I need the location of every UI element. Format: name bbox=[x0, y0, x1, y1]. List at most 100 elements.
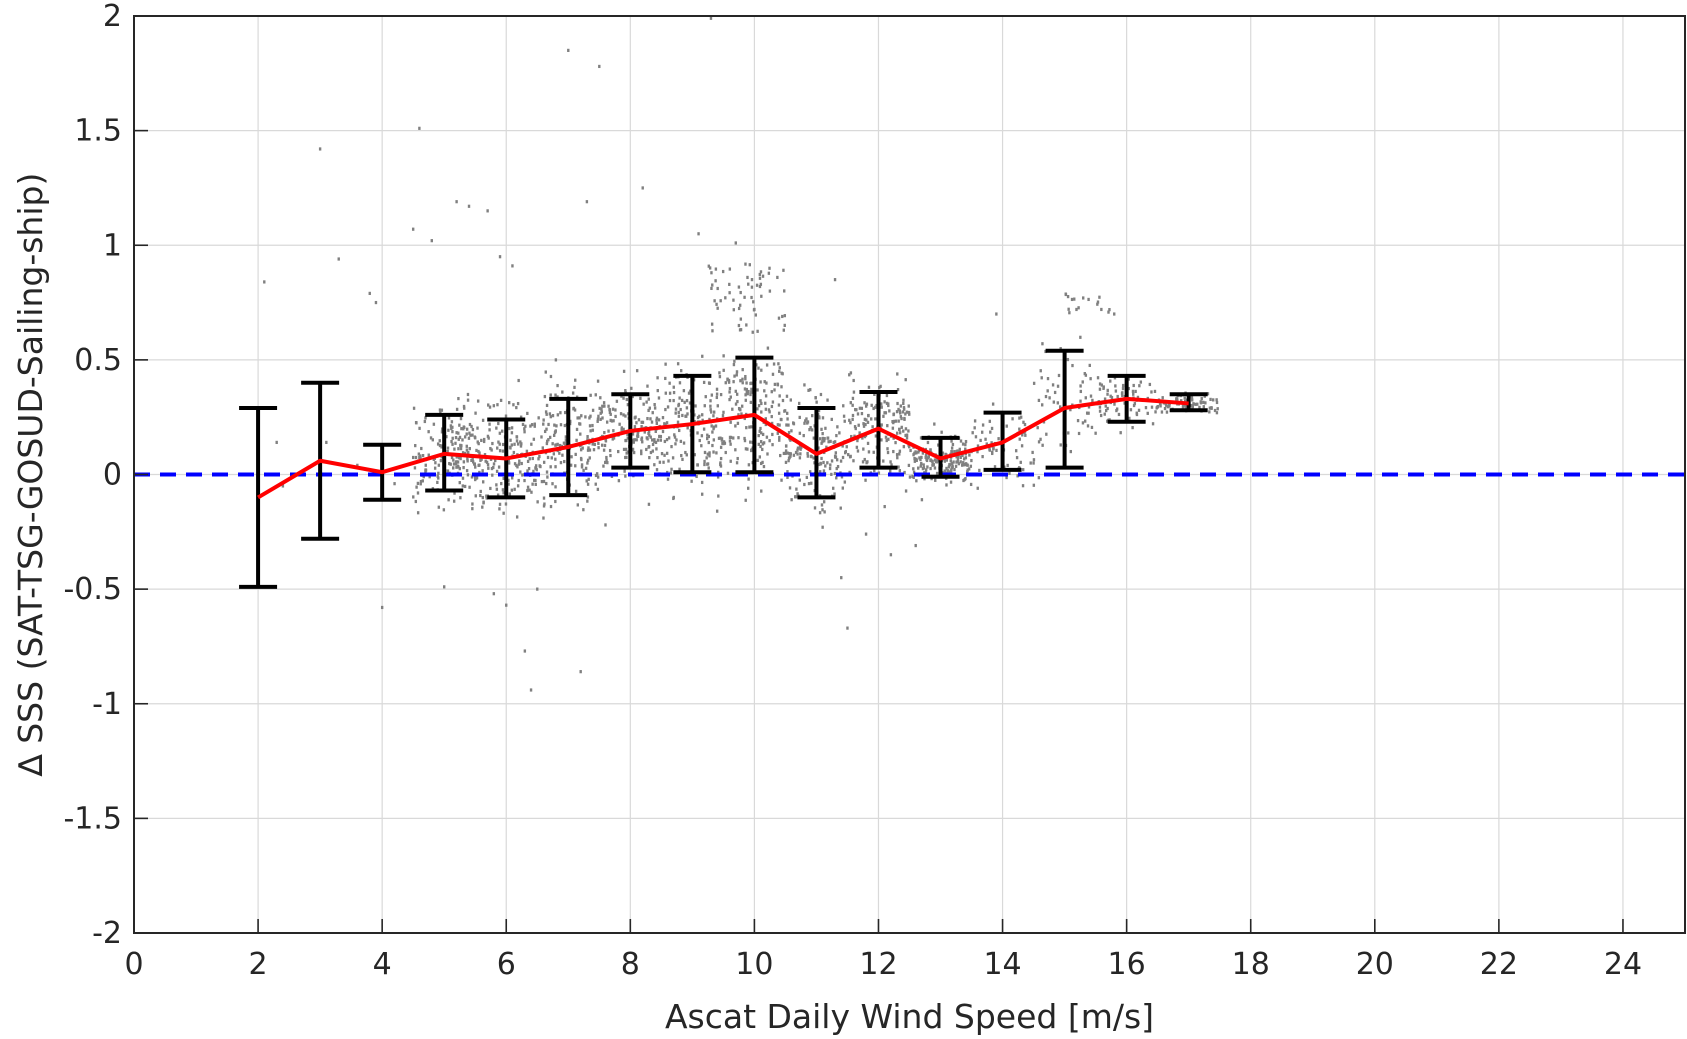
scatter-point bbox=[676, 362, 680, 366]
scatter-point bbox=[1132, 383, 1135, 388]
scatter-point bbox=[450, 455, 454, 460]
scatter-point bbox=[950, 466, 954, 470]
scatter-point bbox=[496, 446, 499, 450]
scatter-point bbox=[722, 442, 725, 446]
scatter-point bbox=[461, 451, 465, 455]
scatter-point bbox=[1216, 407, 1219, 411]
scatter-point bbox=[874, 434, 878, 438]
scatter-point bbox=[931, 459, 934, 464]
scatter-point bbox=[847, 453, 850, 457]
scatter-point bbox=[1165, 410, 1169, 414]
x-tick-label: 24 bbox=[1604, 947, 1642, 982]
scatter-point bbox=[462, 425, 466, 429]
x-tick-label: 10 bbox=[735, 947, 773, 982]
scatter-point bbox=[819, 470, 822, 474]
scatter-point bbox=[655, 416, 659, 420]
scatter-point bbox=[719, 436, 722, 440]
scatter-point bbox=[1119, 431, 1122, 435]
scatter-point bbox=[474, 477, 477, 482]
scatter-point bbox=[898, 409, 902, 413]
scatter-point bbox=[1181, 405, 1185, 409]
scatter-point bbox=[608, 448, 612, 453]
scatter-point bbox=[761, 447, 764, 452]
scatter-point bbox=[693, 413, 696, 417]
scatter-point bbox=[908, 475, 912, 479]
scatter-point bbox=[281, 484, 285, 488]
scatter-point bbox=[617, 449, 620, 454]
x-tick-label: 0 bbox=[124, 947, 143, 982]
scatter-point bbox=[889, 460, 892, 464]
scatter-point bbox=[526, 459, 530, 464]
scatter-point bbox=[759, 426, 762, 431]
scatter-point bbox=[485, 494, 488, 498]
scatter-point bbox=[757, 366, 760, 370]
scatter-point bbox=[437, 476, 440, 480]
scatter-point bbox=[822, 500, 826, 504]
scatter-point bbox=[610, 419, 614, 423]
scatter-point bbox=[1184, 405, 1188, 409]
scatter-point bbox=[1144, 406, 1148, 410]
scatter-point bbox=[968, 453, 971, 457]
scatter-point bbox=[799, 447, 802, 451]
scatter-point bbox=[776, 423, 780, 427]
scatter-point bbox=[495, 469, 499, 473]
scatter-point bbox=[412, 495, 415, 499]
scatter-point bbox=[750, 295, 753, 300]
scatter-point bbox=[889, 469, 892, 473]
scatter-point bbox=[781, 398, 785, 403]
scatter-point bbox=[685, 453, 688, 457]
y-tick-label: -1 bbox=[92, 687, 122, 722]
scatter-point bbox=[907, 410, 911, 415]
scatter-point bbox=[437, 471, 440, 475]
scatter-point bbox=[429, 436, 433, 440]
scatter-point bbox=[880, 405, 883, 409]
scatter-point bbox=[481, 469, 484, 473]
scatter-point bbox=[1059, 347, 1062, 351]
scatter-point bbox=[750, 285, 754, 289]
scatter-point bbox=[466, 457, 469, 461]
scatter-point bbox=[863, 417, 867, 421]
scatter-point bbox=[660, 452, 664, 456]
scatter-point bbox=[618, 422, 621, 426]
scatter-point bbox=[726, 377, 729, 381]
scatter-point bbox=[601, 416, 604, 420]
scatter-point bbox=[892, 419, 896, 424]
scatter-point bbox=[724, 381, 727, 385]
scatter-point bbox=[526, 469, 529, 473]
scatter-point bbox=[487, 436, 490, 440]
scatter-point bbox=[879, 384, 882, 388]
scatter-point bbox=[744, 262, 747, 266]
y-tick-label: -1.5 bbox=[63, 801, 122, 836]
scatter-point bbox=[745, 387, 749, 392]
scatter-point bbox=[953, 450, 956, 454]
scatter-point bbox=[722, 354, 725, 358]
scatter-point bbox=[705, 456, 708, 460]
scatter-point bbox=[544, 370, 547, 374]
scatter-point bbox=[561, 453, 564, 457]
scatter-point bbox=[481, 505, 484, 509]
scatter-point bbox=[964, 443, 967, 447]
scatter-point bbox=[474, 411, 477, 415]
scatter-point bbox=[929, 466, 932, 471]
scatter-point bbox=[874, 417, 877, 421]
scatter-point bbox=[580, 463, 584, 467]
scatter-point bbox=[867, 450, 871, 454]
scatter-point bbox=[661, 416, 665, 420]
scatter-point bbox=[905, 410, 909, 414]
scatter-point bbox=[680, 453, 683, 458]
scatter-point bbox=[642, 402, 645, 406]
scatter-point bbox=[1032, 483, 1036, 487]
scatter-point bbox=[768, 289, 772, 293]
scatter-point bbox=[470, 475, 474, 479]
scatter-point bbox=[749, 440, 752, 444]
scatter-point bbox=[463, 406, 466, 410]
y-tick-label: -2 bbox=[92, 916, 122, 951]
scatter-point bbox=[976, 444, 980, 448]
scatter-point bbox=[589, 393, 592, 397]
scatter-point bbox=[904, 427, 908, 431]
scatter-point bbox=[834, 455, 838, 459]
scatter-point bbox=[635, 369, 639, 373]
scatter-point bbox=[1137, 408, 1141, 412]
scatter-point bbox=[690, 479, 693, 483]
